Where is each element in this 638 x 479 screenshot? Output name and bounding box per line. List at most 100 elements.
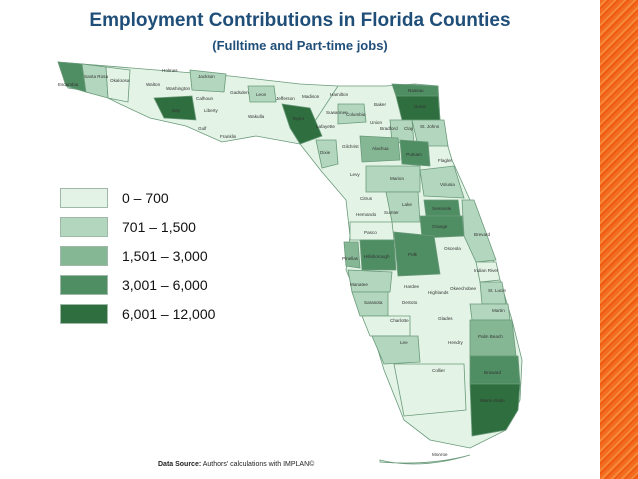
county-label: Monroe	[432, 452, 448, 457]
county-label: Madison	[302, 94, 320, 99]
county-st-johns	[411, 119, 449, 147]
legend-item: 1,501 – 3,000	[60, 241, 215, 270]
county-santa-rosa	[81, 63, 109, 99]
county-label: Baker	[374, 102, 386, 107]
county-label: Holmes	[162, 68, 178, 73]
county-st-lucie	[479, 281, 507, 305]
county-label: Indian River	[474, 268, 499, 273]
county-label: Putnam	[406, 152, 422, 157]
county-label: Nassau	[408, 88, 424, 93]
legend-label: 1,501 – 3,000	[122, 247, 208, 264]
county-label: Okeechobee	[450, 286, 476, 291]
county-label: DeSoto	[402, 300, 418, 305]
county-label: Bradford	[380, 126, 398, 131]
county-label: Leon	[256, 92, 267, 97]
county-label: Okaloosa	[110, 78, 130, 83]
county-label: Marion	[390, 176, 404, 181]
legend-swatch	[60, 216, 108, 237]
county-label: Duval	[414, 104, 426, 109]
county-label: Liberty	[204, 108, 218, 113]
county-putnam	[399, 139, 431, 167]
county-columbia	[337, 103, 367, 125]
county-escambia	[57, 61, 87, 93]
florida-county-map: Escambia Santa Rosa Okaloosa Walton Holm…	[57, 61, 523, 465]
data-source-note: Data Source: Authors' calculations with …	[158, 461, 314, 468]
legend-swatch	[60, 303, 108, 324]
county-label: Gulf	[198, 126, 207, 131]
legend-item: 3,001 – 6,000	[60, 270, 215, 299]
county-label: Sumter	[384, 210, 399, 215]
county-label: Pinellas	[342, 256, 359, 261]
county-marion	[365, 165, 421, 193]
county-volusia	[419, 165, 465, 199]
county-taylor	[281, 103, 323, 145]
decorative-stripe	[600, 0, 638, 479]
legend-label: 3,001 – 6,000	[122, 276, 208, 293]
county-label: Columbia	[346, 112, 366, 117]
county-label: Miami-Dade	[480, 398, 505, 403]
county-label: Hillsborough	[364, 254, 390, 259]
county-label: Flagler	[438, 158, 453, 163]
county-label: Union	[370, 120, 382, 125]
legend-swatch	[60, 187, 108, 208]
county-label: Hardee	[404, 284, 420, 289]
county-label: Bay	[172, 108, 181, 113]
legend-item: 701 – 1,500	[60, 212, 215, 241]
source-prefix: Data Source:	[158, 461, 202, 468]
county-alachua	[359, 135, 401, 163]
county-polk	[393, 231, 441, 277]
county-lake	[385, 191, 421, 223]
legend-swatch	[60, 274, 108, 295]
county-label: Sarasota	[364, 300, 383, 305]
county-label: Glades	[438, 316, 453, 321]
map-title: Employment Contributions in Florida Coun…	[89, 10, 511, 31]
county-label: Martin	[492, 308, 505, 313]
county-label: Lee	[400, 340, 408, 345]
county-label: Pasco	[364, 230, 377, 235]
county-label: Escambia	[58, 82, 79, 87]
county-lee	[371, 335, 421, 365]
county-label: St. Johns	[420, 124, 440, 129]
county-label: Volusia	[440, 182, 455, 187]
county-label: Lake	[402, 202, 412, 207]
county-label: St. Lucie	[488, 288, 506, 293]
county-label: Palm Beach	[478, 334, 503, 339]
county-label: Suwannee	[326, 110, 348, 115]
county-label: Charlotte	[390, 318, 409, 323]
county-label: Gadsden	[230, 90, 249, 95]
county-label: Brevard	[474, 232, 491, 237]
keys-base	[379, 454, 471, 465]
county-bay	[153, 95, 197, 121]
county-label: Gilchrist	[342, 144, 359, 149]
county-label: Collier	[432, 368, 445, 373]
county-jackson	[189, 69, 227, 93]
county-label: Citrus	[360, 196, 373, 201]
county-label: Manatee	[350, 282, 368, 287]
county-nassau	[391, 83, 439, 97]
legend-item: 0 – 700	[60, 183, 215, 212]
county-label: Calhoun	[196, 96, 214, 101]
county-label: Highlands	[428, 290, 449, 295]
county-label: Santa Rosa	[84, 74, 108, 79]
county-label: Alachua	[372, 146, 389, 151]
county-label: Levy	[350, 172, 360, 177]
county-label: Hendry	[448, 340, 464, 345]
county-label: Walton	[146, 82, 161, 87]
county-label-layer: Escambia Santa Rosa Okaloosa Walton Holm…	[58, 68, 506, 457]
legend-label: 6,001 – 12,000	[122, 305, 216, 322]
county-okaloosa	[105, 66, 131, 103]
legend-label: 701 – 1,500	[122, 218, 196, 235]
county-leon	[247, 85, 277, 103]
county-label: Washington	[166, 86, 191, 91]
county-label: Orange	[432, 224, 448, 229]
county-dixie	[315, 139, 339, 169]
county-label: Dixie	[320, 150, 331, 155]
county-pinellas	[343, 241, 361, 269]
county-label: Wakulla	[248, 114, 265, 119]
county-label: Hernando	[356, 212, 377, 217]
county-label: Osceola	[444, 246, 461, 251]
county-brevard	[461, 199, 497, 263]
county-manatee	[347, 269, 393, 293]
county-label: Broward	[484, 370, 502, 375]
county-label: Jefferson	[276, 96, 295, 101]
